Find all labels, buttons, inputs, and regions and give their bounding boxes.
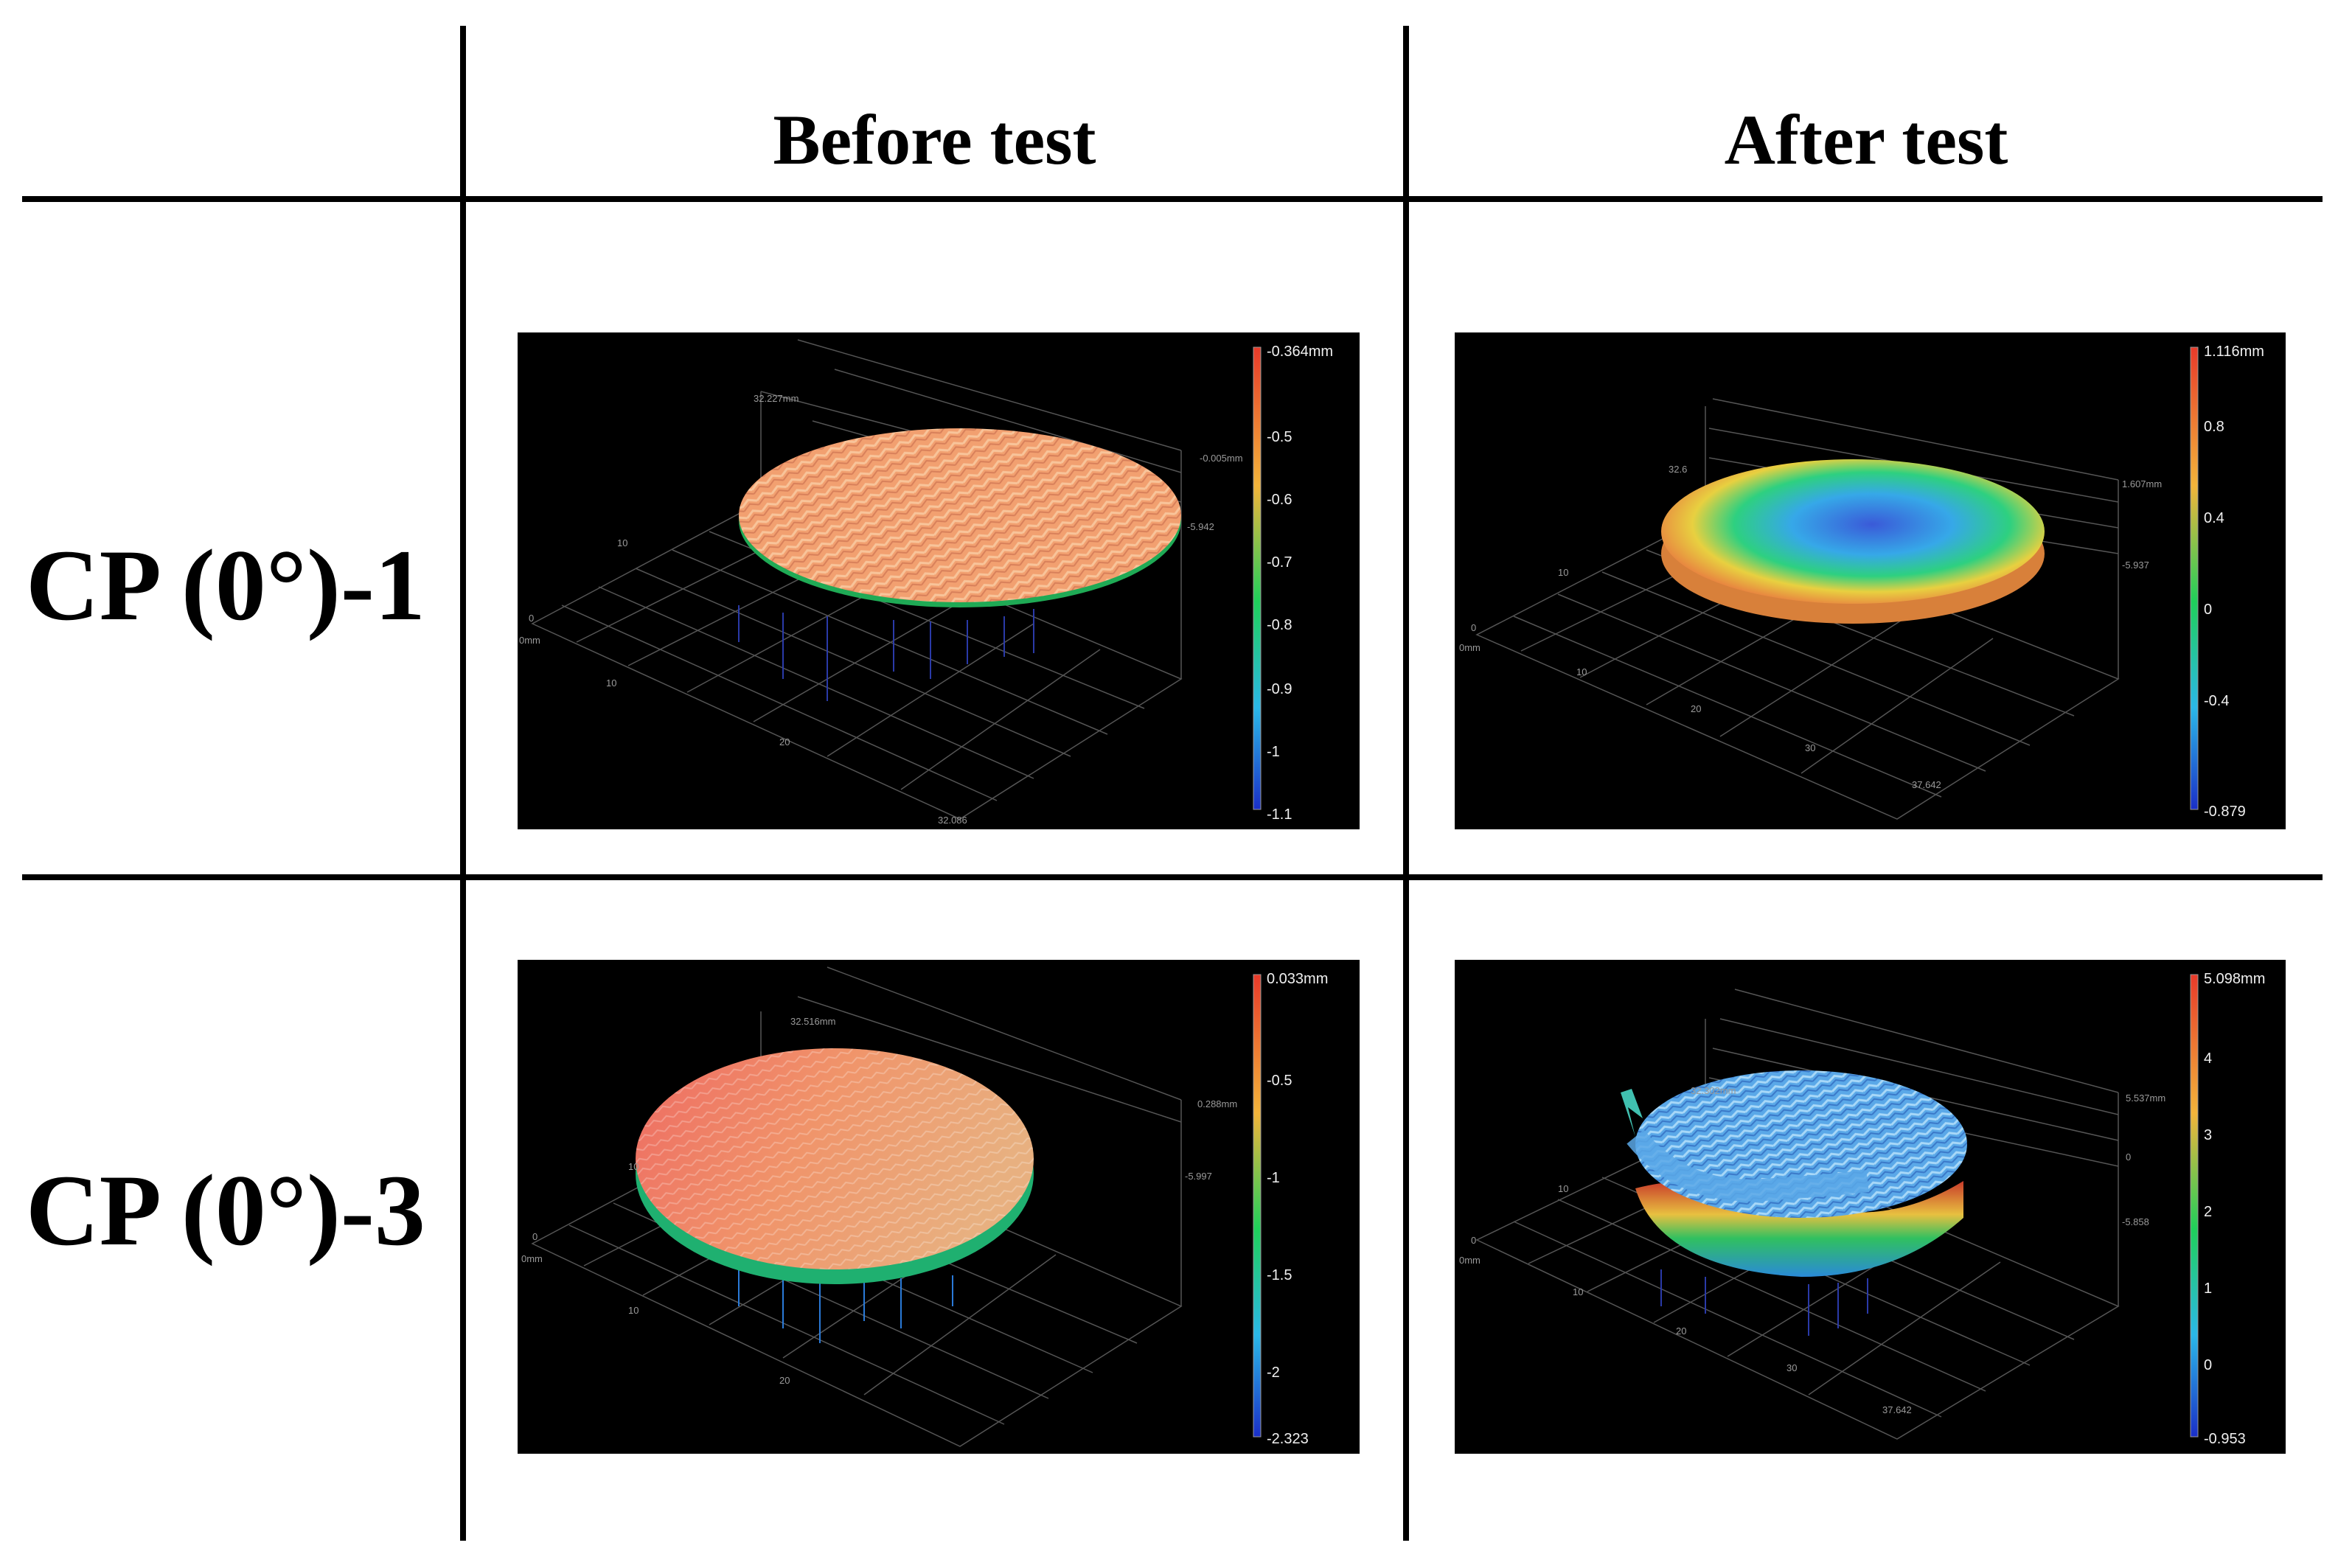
colorbar-tick: -2 <box>1267 1365 1280 1381</box>
axis-label: 10 <box>1573 1286 1583 1297</box>
axis-label: 0.288mm <box>1197 1098 1237 1109</box>
axis-label: 20 <box>779 1375 790 1386</box>
axis-label: 32.516mm <box>790 1016 835 1027</box>
axis-label: 32.227mm <box>754 393 799 404</box>
axis-label: 20 <box>779 736 790 748</box>
colorbar <box>2190 346 2199 810</box>
surface-plot <box>531 966 1262 1447</box>
colorbar-ticks: -0.364mm -0.5 -0.6 -0.7 -0.8 -0.9 -1 -1.… <box>1267 344 1333 823</box>
colorbar-ticks: 5.098mm 4 3 2 1 0 -0.953 <box>2204 971 2265 1447</box>
axis-label: 10 <box>1558 567 1568 578</box>
axis-label: -5.942 <box>1187 521 1214 532</box>
colorbar-tick: 1 <box>2204 1280 2212 1297</box>
axis-label: -5.997 <box>1185 1171 1212 1182</box>
axis-label: 1.607mm <box>2122 478 2162 489</box>
colorbar-tick: -2.323 <box>1267 1431 1309 1447</box>
axis-label: 32.302mm <box>1691 1085 1736 1096</box>
colorbar-tick: -0.7 <box>1267 554 1292 571</box>
colorbar-tick: 0.4 <box>2204 510 2224 526</box>
row-divider <box>22 874 2323 880</box>
colorbar-tick: 0 <box>2204 1357 2212 1373</box>
colorbar-tick: -1.5 <box>1267 1267 1292 1283</box>
colorbar-ticks: 0.033mm -0.5 -1 -1.5 -2 -2.323 <box>1267 971 1328 1447</box>
axis-label: 0mm <box>1459 642 1481 653</box>
colorbar-tick: 2 <box>2204 1204 2212 1220</box>
colorbar-tick: -0.953 <box>2204 1431 2246 1447</box>
axis-label: 10 <box>628 1305 639 1316</box>
axis-label: 37.642 <box>1882 1404 1912 1415</box>
axis-label: 0 <box>1471 622 1476 633</box>
fiber-fragment <box>1621 1089 1643 1137</box>
colorbar-tick: -0.879 <box>2204 804 2246 820</box>
colorbar-tick: 0.8 <box>2204 419 2224 435</box>
axis-label: 0 <box>529 613 534 624</box>
axis-label: 10 <box>628 1161 639 1172</box>
row-label-cp-3: CP (0°)-3 <box>26 1154 425 1266</box>
colorbar <box>1253 346 1262 810</box>
axis-label: -0.005mm <box>1200 453 1243 464</box>
colorbar-tick: 5.098mm <box>2204 971 2265 987</box>
colorbar-tick: 3 <box>2204 1127 2212 1143</box>
colorbar-tick: 0.033mm <box>1267 971 1328 987</box>
colorbar-tick: 0 <box>2204 602 2212 618</box>
axis-labels: 32.227mm -0.005mm -5.942 10 0 0mm 10 20 … <box>519 393 1243 826</box>
surface-scan-cp1-after: 32.6 1.607mm -5.937 10 0 0mm 10 20 30 37… <box>1455 332 2286 829</box>
vertical-divider-right <box>1403 26 1409 1541</box>
colorbar-tick: -0.9 <box>1267 681 1292 697</box>
axis-label: 20 <box>1676 1325 1686 1337</box>
axis-label: 37.642 <box>1912 779 1941 790</box>
axis-label: 0mm <box>1459 1255 1481 1266</box>
axis-label: 32.6 <box>1669 464 1687 475</box>
axis-label: 0 <box>2126 1151 2131 1163</box>
row-label-cp-1: CP (0°)-1 <box>26 529 425 641</box>
colorbar-tick: -0.5 <box>1267 429 1292 445</box>
axis-label: 0 <box>532 1231 537 1242</box>
surface-scan-cp3-before: 32.516mm 0.288mm -5.997 10 0 0mm 10 20 0… <box>518 960 1360 1454</box>
colorbar-tick: 4 <box>2204 1050 2212 1067</box>
axis-label: 10 <box>606 677 616 689</box>
surface-scan-cp1-before: 32.227mm -0.005mm -5.942 10 0 0mm 10 20 … <box>518 332 1360 829</box>
axis-label: 10 <box>1576 666 1587 677</box>
axis-labels: 32.516mm 0.288mm -5.997 10 0 0mm 10 20 <box>521 1016 1237 1386</box>
axis-labels: 32.6 1.607mm -5.937 10 0 0mm 10 20 30 37… <box>1459 464 2162 790</box>
colorbar-tick: -1 <box>1267 744 1280 760</box>
header-divider <box>22 196 2323 202</box>
surface-plot <box>1475 346 2199 820</box>
colorbar <box>2190 974 2199 1438</box>
column-header-before: Before test <box>773 100 1096 179</box>
colorbar <box>1253 974 1262 1438</box>
surface-scan-cp3-after: 32.302mm 5.537mm 0 -5.858 10 0 0mm 10 20… <box>1455 960 2286 1454</box>
axis-label: -5.858 <box>2122 1216 2149 1227</box>
colorbar-tick: -0.5 <box>1267 1073 1292 1089</box>
colorbar-tick: -1 <box>1267 1170 1280 1186</box>
vertical-divider-left <box>460 26 466 1541</box>
colorbar-tick: -0.364mm <box>1267 344 1333 360</box>
spikes <box>738 605 1034 701</box>
axis-label: 5.537mm <box>2126 1093 2165 1104</box>
column-header-after: After test <box>1724 100 2008 179</box>
axis-label: 30 <box>1805 742 1815 753</box>
axis-label: 32.086 <box>938 815 967 826</box>
axis-label: 10 <box>1558 1183 1568 1194</box>
colorbar-ticks: 1.116mm 0.8 0.4 0 -0.4 -0.879 <box>2204 344 2264 820</box>
colorbar-tick: 1.116mm <box>2204 344 2264 360</box>
axis-label: -5.937 <box>2122 560 2149 571</box>
axis-labels: 32.302mm 5.537mm 0 -5.858 10 0 0mm 10 20… <box>1459 1085 2165 1415</box>
colorbar-tick: -0.6 <box>1267 492 1292 508</box>
axis-label: 0mm <box>519 635 540 646</box>
colorbar-tick: -0.4 <box>2204 693 2229 709</box>
axis-label: 0mm <box>521 1253 543 1264</box>
specimen-surface <box>1661 459 2045 604</box>
axis-label: 0 <box>1471 1235 1476 1246</box>
axis-label: 30 <box>1786 1362 1797 1373</box>
axis-label: 20 <box>1691 703 1701 714</box>
surface-plot <box>1475 974 2199 1440</box>
colorbar-tick: -0.8 <box>1267 617 1292 633</box>
axis-label: 10 <box>617 537 627 548</box>
colorbar-tick: -1.1 <box>1267 806 1292 823</box>
surface-plot <box>531 339 1262 820</box>
